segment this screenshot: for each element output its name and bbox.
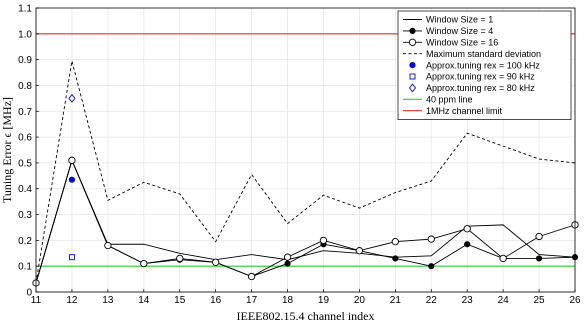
x-tick-label: 23 xyxy=(462,295,474,306)
series-1-point xyxy=(392,255,399,262)
series-6-point xyxy=(68,93,76,103)
y-tick-label: 0.5 xyxy=(18,158,32,169)
x-tick-label: 14 xyxy=(138,295,150,306)
y-axis-title: Tuning Error ϵ [MHz] xyxy=(0,97,14,203)
plot-frame xyxy=(35,7,576,293)
y-tick-label: 0.2 xyxy=(18,236,32,247)
series-2-point xyxy=(212,258,220,266)
legend-label: Maximum standard deviation xyxy=(426,49,541,59)
legend-swatch-marker xyxy=(409,62,416,69)
series-1-point xyxy=(428,263,435,270)
legend-item: Approx.tuning rex = 90 kHz xyxy=(409,72,535,82)
x-tick-label: 22 xyxy=(426,295,438,306)
x-tick-label: 25 xyxy=(534,295,546,306)
legend-item: Approx.tuning rex = 100 kHz xyxy=(409,60,540,70)
series-4-point xyxy=(68,176,76,183)
axis-ticks: 11 12 13 14 15 16 17 18 19 20 21 22 23 24 25 26 0 0.1 0.2 0… xyxy=(18,4,581,307)
plot-series xyxy=(32,33,579,287)
series-5 xyxy=(68,254,75,261)
legend-label: Window Size = 16 xyxy=(426,38,498,48)
series-1-point xyxy=(464,241,471,248)
series-4 xyxy=(68,176,76,183)
legend-swatch-marker xyxy=(409,73,416,80)
series-1-point xyxy=(284,260,291,267)
series-2-point xyxy=(463,225,471,233)
series-1-point xyxy=(535,255,543,262)
series-2-point xyxy=(140,259,148,268)
legend-item: 40 ppm line xyxy=(403,95,473,105)
legend-swatch-marker xyxy=(408,38,417,46)
series-0-line xyxy=(35,159,576,284)
series-2-point xyxy=(499,254,507,263)
legend-box xyxy=(397,10,572,120)
y-tick-label: 0.6 xyxy=(18,133,32,144)
legend-item: Window Size = 4 xyxy=(403,26,493,36)
series-2-point xyxy=(104,241,112,250)
series-2-point xyxy=(391,238,399,246)
y-tick-label: 0.3 xyxy=(18,210,32,221)
y-tick-label: 0 xyxy=(26,288,32,299)
series-2-line xyxy=(35,158,576,284)
x-tick-label: 13 xyxy=(102,295,114,306)
y-tick-label: 0.9 xyxy=(18,55,32,66)
legend-label: Approx.tuning rex = 80 kHz xyxy=(426,83,535,93)
legend-item: Window Size = 16 xyxy=(403,38,498,48)
legend-swatch-marker xyxy=(408,83,417,93)
x-tick-label: 11 xyxy=(31,295,42,306)
legend-label: 40 ppm line xyxy=(426,95,473,105)
legend-label: 1MHz channel limit xyxy=(426,106,503,116)
series-2-point xyxy=(176,254,184,263)
legend-item: 1MHz channel limit xyxy=(403,106,503,116)
y-tick-label: 0.7 xyxy=(18,107,32,118)
series-6 xyxy=(68,93,76,103)
series-2-point xyxy=(355,247,364,255)
series-2-point xyxy=(68,156,76,164)
series-2-point xyxy=(247,272,256,281)
series-5-point xyxy=(68,254,75,261)
x-tick-label: 15 xyxy=(174,295,186,306)
legend-item: Approx.tuning rex = 80 kHz xyxy=(408,83,535,93)
x-tick-label: 12 xyxy=(66,295,78,306)
x-tick-label: 19 xyxy=(318,295,330,306)
legend-item: Maximum standard deviation xyxy=(403,49,541,59)
legend-label: Approx.tuning rex = 90 kHz xyxy=(426,72,535,82)
series-2-point xyxy=(535,232,543,241)
series-2-point xyxy=(427,235,435,243)
series-2 xyxy=(32,156,579,287)
x-axis-title: IEEE802.15.4 channel index xyxy=(237,309,375,323)
series-0 xyxy=(35,159,576,284)
y-tick-label: 1.1 xyxy=(18,4,32,15)
x-tick-label: 26 xyxy=(569,295,581,306)
x-tick-label: 21 xyxy=(390,295,402,306)
y-tick-label: 0.4 xyxy=(18,184,32,195)
legend-label: Window Size = 4 xyxy=(426,26,493,36)
legend-item: Window Size = 1 xyxy=(403,15,493,25)
legend-label: Approx.tuning rex = 100 kHz xyxy=(426,60,540,70)
x-tick-label: 20 xyxy=(354,295,366,306)
x-tick-label: 17 xyxy=(246,295,258,306)
y-tick-label: 0.1 xyxy=(18,262,32,273)
y-tick-label: 0.8 xyxy=(18,81,32,92)
series-2-point xyxy=(283,253,292,261)
legend-label: Window Size = 1 xyxy=(426,15,493,25)
legend-swatch-marker xyxy=(409,27,416,34)
series-3 xyxy=(35,60,576,284)
series-2-point xyxy=(319,236,328,245)
series-1-line xyxy=(35,158,576,284)
x-tick-label: 18 xyxy=(282,295,294,306)
x-tick-label: 24 xyxy=(498,295,510,306)
series-3-line xyxy=(35,60,576,284)
x-tick-label: 16 xyxy=(210,295,222,306)
y-tick-label: 1.0 xyxy=(18,29,32,40)
